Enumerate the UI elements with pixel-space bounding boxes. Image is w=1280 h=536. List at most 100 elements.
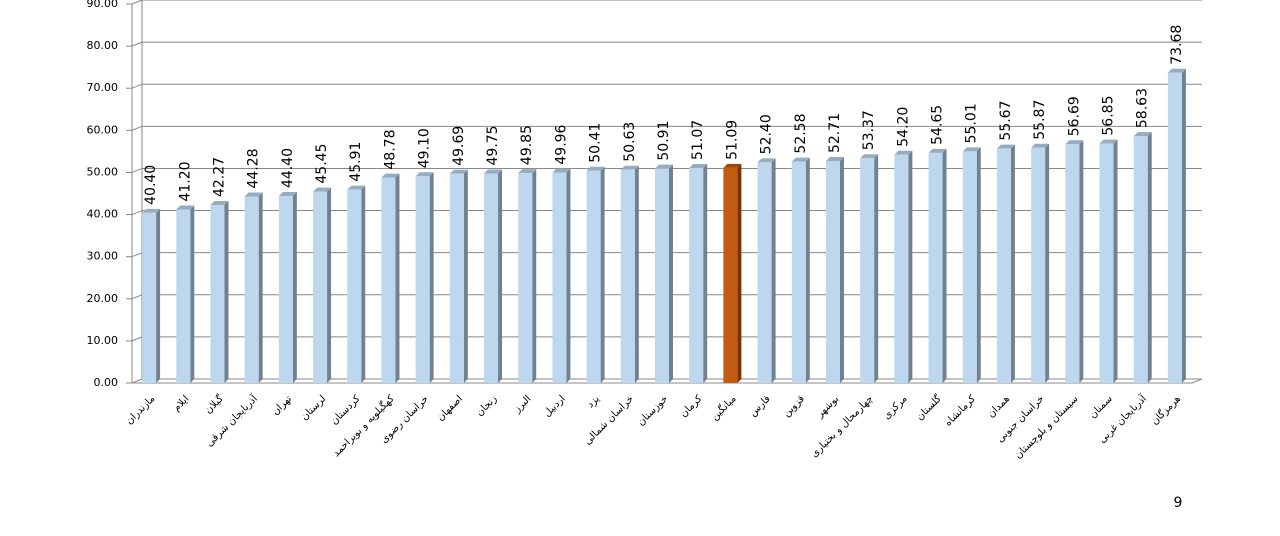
value-label: 49.75 xyxy=(485,125,501,165)
bar xyxy=(484,173,499,383)
value-label: 56.69 xyxy=(1066,96,1082,136)
x-tick-label: لرستان xyxy=(299,393,328,422)
grid-line xyxy=(131,125,143,131)
y-tick-label: 10.00 xyxy=(87,334,119,347)
page-number: 9 xyxy=(1174,495,1183,511)
x-tick-label: قزوین xyxy=(781,393,807,419)
bar-side xyxy=(327,187,332,383)
bar xyxy=(1065,144,1080,383)
bar-side xyxy=(771,158,776,383)
value-label: 54.65 xyxy=(930,105,946,145)
value-label: 51.09 xyxy=(724,120,740,160)
bar-side xyxy=(258,192,263,383)
y-tick-label: 30.00 xyxy=(87,250,119,263)
x-tick-label: فارس xyxy=(747,393,773,419)
bar xyxy=(142,212,157,383)
bar-top xyxy=(757,158,776,163)
y-tick-label: 90.00 xyxy=(87,0,119,10)
bar-top xyxy=(210,200,229,205)
bar-top xyxy=(928,148,947,153)
x-tick-label: سمنان xyxy=(1087,393,1114,420)
value-label: 53.37 xyxy=(861,110,877,150)
bar xyxy=(210,204,225,383)
bar xyxy=(825,161,840,383)
bar-top xyxy=(689,163,708,168)
x-tick-label: مازندران xyxy=(124,393,157,426)
x-tick-label: گیلان xyxy=(202,393,226,417)
bar-side xyxy=(805,157,810,383)
bar xyxy=(894,154,909,383)
bar-top xyxy=(1167,68,1186,73)
bar-top xyxy=(586,166,605,171)
bar-side xyxy=(532,169,537,383)
bar-side xyxy=(600,166,605,383)
bar xyxy=(620,169,635,383)
value-label: 49.69 xyxy=(451,126,467,166)
value-label: 40.40 xyxy=(143,165,159,205)
x-tick-label: چهارمحال و بختیاری xyxy=(809,393,875,459)
value-label: 50.91 xyxy=(656,121,672,161)
bar xyxy=(552,172,567,383)
bar-side xyxy=(1147,132,1152,383)
bar-top xyxy=(1031,143,1050,148)
x-tick-label: گلستان xyxy=(914,393,944,423)
bar xyxy=(689,167,704,383)
y-tick-label: 20.00 xyxy=(87,292,119,305)
value-label: 42.27 xyxy=(211,157,227,197)
value-label: 49.96 xyxy=(553,124,569,164)
value-label: 54.20 xyxy=(895,107,911,147)
value-label: 56.85 xyxy=(1101,96,1117,136)
bar-top xyxy=(552,168,571,173)
grid-line xyxy=(131,210,143,216)
bar-side xyxy=(737,163,742,383)
value-label: 49.10 xyxy=(417,128,433,168)
x-tick-label: زنجان xyxy=(474,393,499,418)
bar-side xyxy=(976,147,981,383)
value-label: 55.67 xyxy=(998,100,1014,140)
value-label: 55.87 xyxy=(1032,100,1048,140)
x-tick-label: میانگین xyxy=(709,393,739,423)
axis-line xyxy=(1191,378,1203,384)
bar xyxy=(723,167,738,383)
bar-side xyxy=(463,169,468,383)
x-tick-label: کردستان xyxy=(329,393,363,427)
value-label: 55.01 xyxy=(964,103,980,143)
bar-side xyxy=(669,164,673,383)
grid-line xyxy=(131,167,143,173)
bar-top xyxy=(381,173,400,178)
x-tick-label: کهگیلویه و بویراحمد xyxy=(330,393,397,460)
bar xyxy=(313,191,328,383)
bar-top xyxy=(415,172,434,177)
grid-line xyxy=(131,378,143,384)
bar xyxy=(757,162,772,383)
bar-side xyxy=(395,173,400,383)
x-tick-label: اردبیل xyxy=(542,393,568,419)
bar-top xyxy=(244,192,263,197)
bar-side xyxy=(874,154,879,383)
bar xyxy=(278,196,293,383)
grid-line xyxy=(131,83,143,89)
grid-line xyxy=(131,252,143,258)
bar-side xyxy=(839,157,844,383)
bar-top xyxy=(1133,132,1152,137)
x-tick-label: بوشهر xyxy=(814,393,841,420)
grid-line xyxy=(131,0,143,5)
x-tick-label: کرمانشاه xyxy=(943,393,978,428)
bar xyxy=(347,189,362,383)
bar-top xyxy=(518,169,537,174)
bar-side xyxy=(634,165,639,383)
bar-top xyxy=(860,154,879,159)
bar-side xyxy=(1079,140,1084,383)
value-label: 58.63 xyxy=(1135,88,1151,128)
bar xyxy=(1133,136,1148,383)
bar-side xyxy=(942,148,947,383)
value-label: 50.41 xyxy=(588,123,604,163)
bar-side xyxy=(224,200,229,383)
bar-top xyxy=(655,164,673,169)
value-label: 48.78 xyxy=(382,129,398,169)
bar-side xyxy=(361,185,366,383)
bar xyxy=(1031,147,1046,383)
x-tick-label: البرز xyxy=(511,393,533,415)
bar-top xyxy=(347,185,366,190)
bar-top xyxy=(484,169,503,174)
